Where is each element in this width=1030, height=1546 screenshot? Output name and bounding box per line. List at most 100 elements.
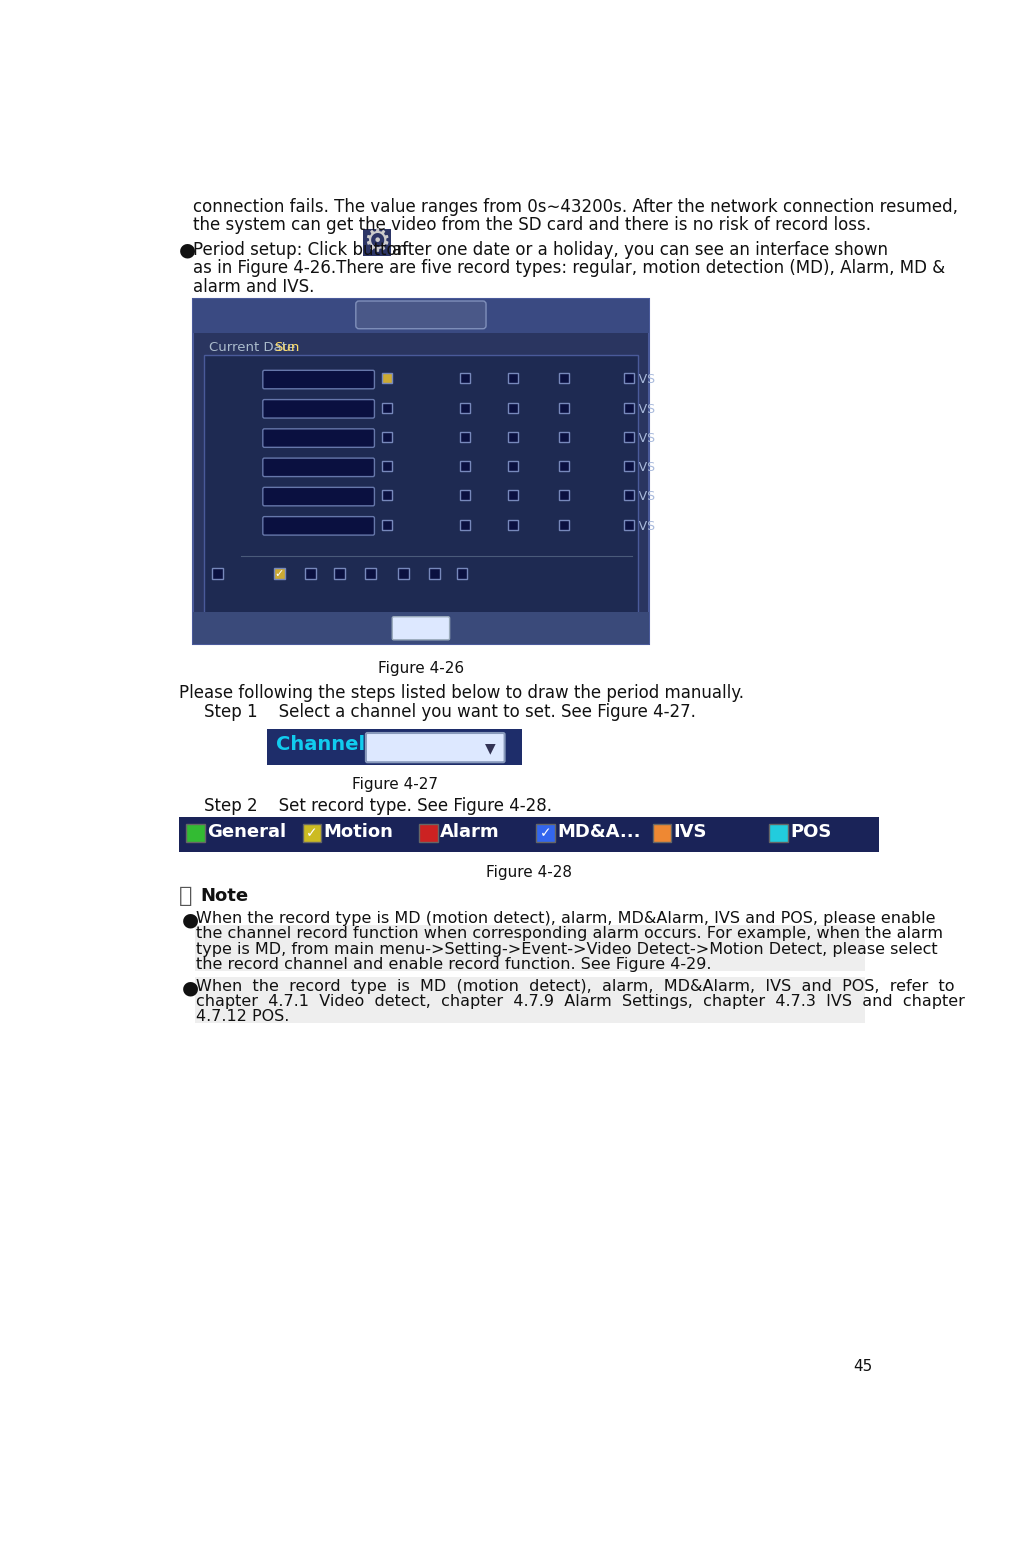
Text: 📓: 📓 (179, 886, 193, 906)
Text: Motion: Motion (472, 431, 514, 445)
Text: When the record type is MD (motion detect), alarm, MD&Alarm, IVS and POS, please: When the record type is MD (motion detec… (196, 911, 935, 926)
FancyBboxPatch shape (392, 617, 450, 640)
FancyBboxPatch shape (456, 569, 468, 580)
FancyBboxPatch shape (193, 612, 649, 645)
Text: MD&Alarm: MD&Alarm (571, 461, 638, 475)
Text: IVS: IVS (636, 461, 656, 475)
FancyBboxPatch shape (263, 487, 375, 506)
Text: connection fails. The value ranges from 0s∼43200s. After the network connection : connection fails. The value ranges from … (193, 198, 958, 216)
Text: MD&Alarm: MD&Alarm (571, 490, 638, 504)
Text: MD&A...: MD&A... (557, 822, 641, 841)
FancyBboxPatch shape (195, 955, 865, 971)
FancyBboxPatch shape (624, 431, 634, 442)
Text: Tue: Tue (346, 569, 368, 581)
Text: All: All (225, 569, 240, 581)
FancyBboxPatch shape (428, 569, 440, 580)
Text: Continuous: Continuous (393, 402, 465, 416)
Text: Period 5: Period 5 (212, 489, 266, 502)
FancyBboxPatch shape (263, 428, 375, 447)
FancyBboxPatch shape (382, 402, 392, 413)
Text: IVS: IVS (636, 374, 656, 386)
FancyBboxPatch shape (508, 374, 518, 383)
Text: Step 1    Select a channel you want to set. See Figure 4-27.: Step 1 Select a channel you want to set.… (204, 703, 696, 720)
FancyBboxPatch shape (263, 458, 375, 476)
Text: MD&Alarm: MD&Alarm (571, 402, 638, 416)
Text: Figure 4-26: Figure 4-26 (378, 662, 464, 677)
Text: Period 6: Period 6 (212, 518, 266, 532)
Text: 4.7.12 POS.: 4.7.12 POS. (196, 1010, 289, 1025)
FancyBboxPatch shape (459, 431, 470, 442)
Text: ●: ● (182, 911, 199, 929)
Text: ✓: ✓ (274, 569, 284, 578)
FancyBboxPatch shape (382, 519, 392, 530)
Text: Alarm: Alarm (519, 519, 556, 533)
Text: Mon: Mon (317, 569, 343, 581)
Text: Alarm: Alarm (519, 461, 556, 475)
FancyBboxPatch shape (398, 569, 409, 580)
Text: 00 : 00    -  24 : 00: 00 : 00 - 24 : 00 (264, 461, 373, 475)
Text: Step 2    Set record type. See Figure 4-28.: Step 2 Set record type. See Figure 4-28. (204, 796, 552, 815)
Text: IVS: IVS (674, 822, 707, 841)
FancyBboxPatch shape (624, 461, 634, 472)
Text: POS: POS (790, 822, 831, 841)
FancyBboxPatch shape (263, 399, 375, 417)
Text: IVS: IVS (636, 490, 656, 504)
Text: Sun: Sun (274, 342, 300, 354)
Text: Period 4: Period 4 (212, 459, 266, 473)
FancyBboxPatch shape (559, 402, 569, 413)
Text: Alarm: Alarm (440, 822, 500, 841)
Text: Motion: Motion (472, 490, 514, 504)
Text: Wed: Wed (378, 569, 405, 581)
Text: type is MD, from main menu->Setting->Event->Video Detect->Motion Detect, please : type is MD, from main menu->Setting->Eve… (196, 942, 937, 957)
Text: Note: Note (201, 887, 249, 904)
FancyBboxPatch shape (193, 300, 649, 645)
Text: after one date or a holiday, you can see an interface shown: after one date or a holiday, you can see… (392, 241, 888, 260)
Text: Motion: Motion (472, 519, 514, 533)
Text: IVS: IVS (636, 402, 656, 416)
Text: 00 : 00    -  24 : 00: 00 : 00 - 24 : 00 (264, 402, 373, 416)
Text: the system can get the video from the SD card and there is no risk of record los: the system can get the video from the SD… (193, 216, 871, 235)
Text: Continuous: Continuous (393, 519, 465, 533)
Text: Period setup: Click button: Period setup: Click button (193, 241, 407, 260)
FancyBboxPatch shape (267, 730, 522, 765)
FancyBboxPatch shape (459, 519, 470, 530)
FancyBboxPatch shape (303, 824, 321, 843)
FancyBboxPatch shape (536, 824, 554, 843)
Text: 00 : 00    -  24 : 00: 00 : 00 - 24 : 00 (264, 374, 373, 386)
FancyBboxPatch shape (366, 733, 505, 762)
Text: Continuous: Continuous (393, 374, 465, 386)
Text: MD&Alarm: MD&Alarm (571, 374, 638, 386)
Text: 00 : 00    -  24 : 00: 00 : 00 - 24 : 00 (264, 490, 373, 504)
FancyBboxPatch shape (195, 940, 865, 955)
FancyBboxPatch shape (508, 519, 518, 530)
FancyBboxPatch shape (459, 402, 470, 413)
Text: ●: ● (182, 979, 199, 997)
FancyBboxPatch shape (263, 371, 375, 388)
FancyBboxPatch shape (459, 374, 470, 383)
Text: MD&Alarm: MD&Alarm (571, 431, 638, 445)
FancyBboxPatch shape (624, 402, 634, 413)
Text: Fri: Fri (441, 569, 456, 581)
Text: Period: Period (397, 308, 445, 323)
FancyBboxPatch shape (305, 569, 315, 580)
Text: ⚙: ⚙ (363, 227, 390, 257)
Text: Sat: Sat (469, 569, 489, 581)
FancyBboxPatch shape (559, 461, 569, 472)
FancyBboxPatch shape (195, 1008, 865, 1023)
Text: 1: 1 (377, 737, 388, 754)
Text: Current Date:: Current Date: (208, 342, 299, 354)
Text: IVS: IVS (636, 431, 656, 445)
Text: Continuous: Continuous (393, 461, 465, 475)
FancyBboxPatch shape (508, 431, 518, 442)
FancyBboxPatch shape (653, 824, 672, 843)
Text: Sun: Sun (286, 569, 310, 581)
Text: Alarm: Alarm (519, 490, 556, 504)
FancyBboxPatch shape (508, 402, 518, 413)
Text: Alarm: Alarm (519, 431, 556, 445)
Text: ●: ● (179, 241, 196, 260)
FancyBboxPatch shape (559, 374, 569, 383)
FancyBboxPatch shape (358, 305, 483, 326)
Text: Continuous: Continuous (393, 431, 465, 445)
Text: the channel record function when corresponding alarm occurs. For example, when t: the channel record function when corresp… (196, 926, 943, 942)
FancyBboxPatch shape (559, 519, 569, 530)
